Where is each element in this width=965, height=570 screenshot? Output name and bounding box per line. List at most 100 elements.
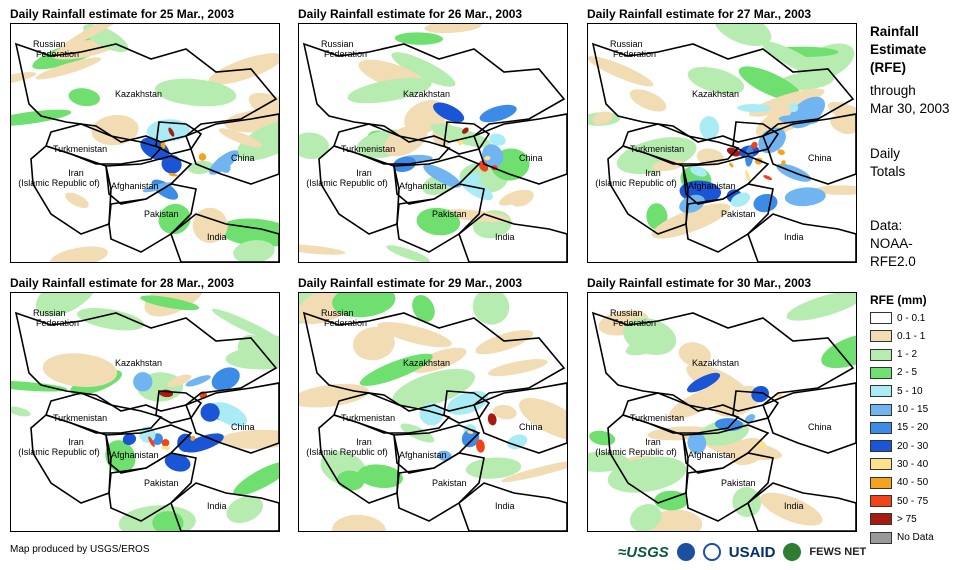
country-label: Federation [613, 318, 656, 328]
country-label: Kazakhstan [115, 358, 162, 368]
rainfall-area [690, 166, 707, 177]
rainfall-area [217, 156, 231, 173]
country-border [458, 482, 567, 531]
legend-label: 5 - 10 [897, 385, 923, 397]
country-border [607, 145, 689, 235]
rainfall-area [168, 172, 178, 177]
rainfall-map-29-mar: Russian Federation Kazakhstan Turkmenistan C… [298, 292, 568, 532]
rainfall-area [357, 464, 403, 489]
legend-item: 0 - 0.1 [870, 311, 925, 325]
side-rfe: RFE2.0 [870, 254, 916, 269]
partner-logos: ≈USGS USAID FEWS NET [618, 540, 866, 564]
country-label: Afghanistan [111, 181, 159, 191]
country-border [170, 213, 279, 262]
country-border [318, 414, 400, 504]
usgs-logo: ≈USGS [618, 543, 669, 561]
rainfall-area [11, 72, 37, 86]
side-title-line2: Estimate [870, 42, 927, 57]
side-title-line3: (RFE) [870, 60, 906, 75]
legend-swatch [870, 330, 892, 343]
country-border [458, 213, 567, 262]
legend-item: 30 - 40 [870, 457, 928, 471]
legend-title: RFE (mm) [870, 293, 927, 307]
country-label: Pakistan [721, 478, 756, 488]
country-label: Iran [645, 168, 661, 178]
rainfall-area [133, 372, 153, 392]
country-border [108, 452, 197, 522]
rainfall-map-28-mar: Russian Federation Kazakhstan Turkmenistan C… [10, 292, 280, 532]
country-border [747, 482, 856, 531]
rainfall-area [185, 375, 211, 387]
panel-title-2: Daily Rainfall estimate for 26 Mar., 200… [298, 7, 523, 21]
rainfall-area [218, 128, 262, 148]
rainfall-area [210, 402, 248, 427]
rainfall-area [827, 101, 856, 130]
country-border [170, 482, 279, 531]
rainfall-area [487, 413, 497, 426]
country-label: Afghanistan [399, 181, 447, 191]
country-border [761, 382, 856, 454]
country-label: Federation [36, 49, 79, 59]
country-label: China [519, 422, 543, 432]
country-border [184, 113, 279, 185]
rainfall-area [68, 88, 101, 107]
rainfall-area [233, 461, 279, 496]
rainfall-area [42, 353, 118, 388]
country-label: India [207, 501, 227, 511]
panel-title-3: Daily Rainfall estimate for 27 Mar., 200… [587, 7, 812, 21]
rainfall-area [299, 244, 346, 255]
rainfall-area [465, 457, 522, 479]
country-border [318, 145, 400, 235]
rainfall-area [91, 114, 139, 146]
legend-label: 20 - 30 [897, 440, 929, 452]
legend-label: 15 - 20 [897, 422, 929, 434]
side-data: Data: [870, 218, 903, 233]
rainfall-area [507, 434, 528, 450]
seal-icon [702, 543, 721, 561]
country-label: Turkmenistan [53, 413, 107, 423]
legend-label: 10 - 15 [897, 404, 929, 415]
country-label: (Islamic Republic of) [18, 447, 100, 457]
rainfall-area [461, 429, 480, 448]
country-label: China [808, 422, 832, 432]
rainfall-area [167, 374, 192, 387]
rainfall-area [161, 445, 171, 450]
rainfall-area [164, 453, 191, 472]
rainfall-area [759, 445, 766, 449]
rainfall-area [237, 334, 264, 359]
country-label: India [495, 232, 515, 242]
rainfall-area [476, 439, 485, 453]
legend-swatch [870, 476, 892, 489]
rainfall-area [760, 492, 823, 526]
legend-label: 1 - 2 [897, 349, 918, 361]
rainfall-area [466, 430, 474, 434]
rainfall-area [158, 203, 191, 235]
rainfall-area [737, 104, 772, 113]
country-label: Kazakhstan [692, 89, 739, 99]
rainfall-area [668, 385, 728, 420]
legend-item: 5 - 10 [870, 384, 923, 398]
country-label: Iran [68, 437, 84, 447]
rainfall-area [484, 155, 491, 161]
rainfall-area [377, 322, 452, 348]
legend-item: > 75 [870, 512, 917, 526]
side-through: through [870, 83, 916, 98]
rainfall-area [410, 347, 467, 373]
rainfall-area [629, 504, 662, 531]
rainfall-area [751, 141, 758, 149]
country-border [685, 183, 774, 253]
country-border [761, 113, 856, 185]
legend-item: 1 - 2 [870, 348, 917, 362]
country-label: Pakistan [721, 209, 756, 219]
rainfall-area [11, 109, 72, 127]
country-border [591, 311, 855, 412]
country-label: Kazakhstan [403, 89, 450, 99]
legend-label: 40 - 50 [897, 477, 929, 489]
country-label: Russian [321, 308, 354, 318]
rainfall-area [148, 436, 155, 448]
rainfall-area [35, 293, 98, 317]
rainfall-area [236, 119, 279, 161]
rainfall-area [489, 133, 506, 146]
